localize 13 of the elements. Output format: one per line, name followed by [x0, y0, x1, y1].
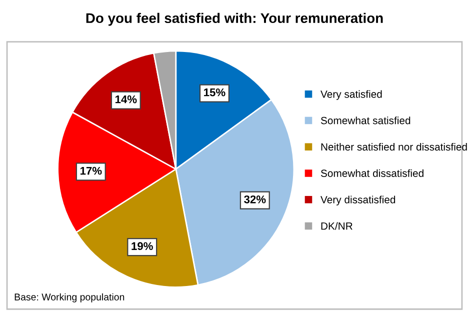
data-label: 15% — [204, 88, 226, 96]
legend-label: Very satisfied — [320, 90, 382, 100]
legend-label: Very dissatisfied — [320, 196, 396, 206]
data-label: 17% — [80, 166, 102, 175]
chart-title: Do you feel satisfied with: Your remuneration — [86, 12, 383, 26]
data-label: 32% — [244, 195, 266, 204]
legend-label: DK/NR — [321, 222, 352, 230]
legend-label: Somewhat satisfied — [320, 116, 410, 124]
data-label: 14% — [115, 95, 137, 104]
data-label: 19% — [132, 242, 153, 250]
legend-label: Neither satisfied nor dissatisfied — [321, 142, 467, 151]
legend-label: Somewhat dissatisfied — [320, 169, 424, 177]
text: Base: Working population — [14, 293, 124, 302]
